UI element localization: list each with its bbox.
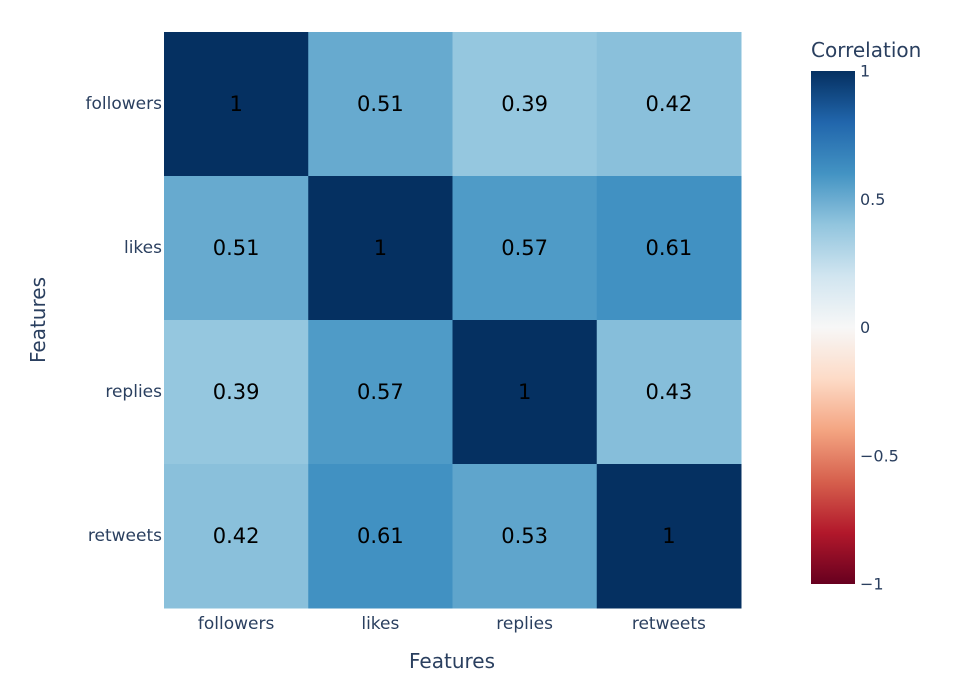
colorbar: Correlation 1 0.5 0 −0.5 −1 [811,38,921,594]
y-axis-ticks: followers likes replies retweets [86,94,163,546]
x-axis-ticks: followers likes replies retweets [198,614,706,634]
cell-value-label: 0.61 [357,524,404,548]
colorbar-gradient [811,71,855,584]
colorbar-tick-label: 1 [860,62,870,81]
heatmap-cell-replies-replies[interactable] [452,320,598,465]
heatmap-cell-followers-followers[interactable] [164,32,309,177]
cell-value-label: 0.39 [501,92,548,116]
colorbar-tick-label: −0.5 [860,446,899,465]
heatmap-cells [164,32,742,609]
cell-value-label: 0.51 [357,92,404,116]
cell-value-label: 1 [229,92,242,116]
colorbar-tick-label: 0 [860,318,870,337]
heatmap-cell-likes-retweets[interactable] [596,176,742,321]
cell-value-label: 0.42 [645,92,692,116]
heatmap-cell-retweets-followers[interactable] [164,464,309,609]
cell-value-label: 0.57 [357,380,404,404]
y-tick-label: replies [105,382,162,402]
x-axis-title: Features [409,649,495,673]
heatmap-cell-replies-retweets[interactable] [596,320,742,465]
cell-value-label: 1 [374,236,387,260]
y-tick-label: retweets [88,526,162,546]
cell-value-label: 0.43 [645,380,692,404]
x-tick-label: retweets [632,614,706,634]
cell-value-label: 1 [662,524,675,548]
heatmap-cell-likes-replies[interactable] [452,176,598,321]
heatmap-cell-replies-followers[interactable] [164,320,309,465]
cell-value-label: 0.42 [213,524,260,548]
heatmap-cell-likes-followers[interactable] [164,176,309,321]
heatmap-cell-followers-replies[interactable] [452,32,598,177]
x-tick-label: likes [361,614,399,634]
colorbar-ticks: 1 0.5 0 −0.5 −1 [860,62,899,594]
colorbar-tick-label: 0.5 [860,190,885,209]
cell-value-label: 0.39 [213,380,260,404]
cell-value-label: 0.53 [501,524,548,548]
heatmap-cell-labels: 1 0.51 0.39 0.42 0.51 1 0.57 0.61 0.39 0.57 1 0.43 0… [213,92,693,548]
cell-value-label: 0.51 [213,236,260,260]
heatmap-cell-retweets-retweets[interactable] [596,464,742,609]
cell-value-label: 0.61 [645,236,692,260]
y-tick-label: followers [86,94,163,114]
heatmap-cell-followers-likes[interactable] [308,32,453,177]
heatmap-cell-likes-likes[interactable] [308,176,453,321]
x-tick-label: replies [496,614,553,634]
colorbar-tick-label: −1 [860,575,884,594]
heatmap-cell-followers-retweets[interactable] [596,32,742,177]
heatmap-cell-retweets-likes[interactable] [308,464,453,609]
colorbar-title: Correlation [811,38,921,62]
y-tick-label: likes [124,238,162,258]
cell-value-label: 1 [518,380,531,404]
cell-value-label: 0.57 [501,236,548,260]
heatmap-cell-retweets-replies[interactable] [452,464,598,609]
heatmap-cell-replies-likes[interactable] [308,320,453,465]
x-tick-label: followers [198,614,275,634]
y-axis-title: Features [26,277,50,363]
